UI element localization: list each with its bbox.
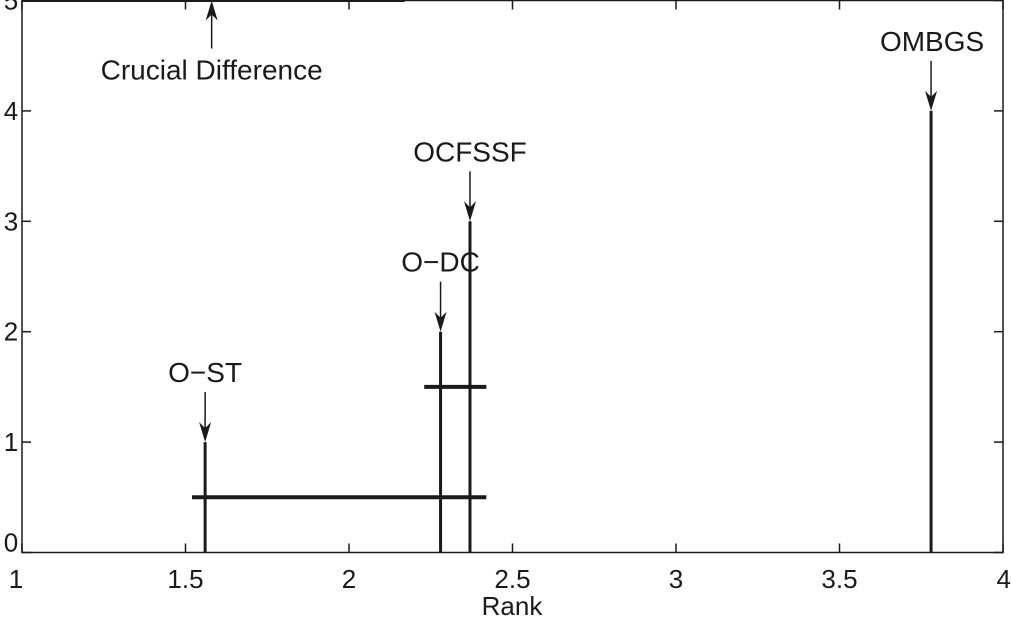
x-tick-label: 3 [669, 564, 683, 594]
x-tick-label: 1 [9, 564, 23, 594]
method-label: O−DC [401, 247, 480, 278]
y-tick-label: 4 [4, 96, 18, 126]
method-arrow-head [463, 201, 476, 222]
x-tick-label: 4 [997, 564, 1011, 594]
method-arrow-head [199, 422, 212, 443]
ticks-layer: 1 1.5 2 2.5 3 3.5 4 0 1 2 3 4 5 [4, 0, 1011, 594]
x-tick-label: 2.5 [494, 564, 530, 594]
y-tick-label: 3 [4, 206, 18, 236]
x-tick-label: 1.5 [167, 564, 203, 594]
critical-difference-label: Crucial Difference [101, 55, 323, 86]
method-arrow-head [434, 311, 447, 332]
x-axis-label: Rank [482, 591, 544, 620]
method-label: OCFSSF [413, 136, 527, 167]
y-tick-label: 5 [4, 0, 18, 16]
y-tick-label: 0 [4, 528, 18, 558]
method-arrow-head [925, 90, 938, 111]
plot-frame [21, 0, 1004, 554]
labels-layer: O−ST O−DC OCFSSF OMBGS Crucial Difference [101, 26, 985, 388]
method-label: O−ST [168, 357, 242, 388]
critical-difference-arrow-head [205, 0, 218, 21]
x-tick-label: 3.5 [821, 564, 857, 594]
y-tick-label: 1 [4, 427, 18, 457]
y-tick-label: 2 [4, 317, 18, 347]
x-tick-label: 2 [342, 564, 356, 594]
method-label: OMBGS [880, 26, 984, 57]
